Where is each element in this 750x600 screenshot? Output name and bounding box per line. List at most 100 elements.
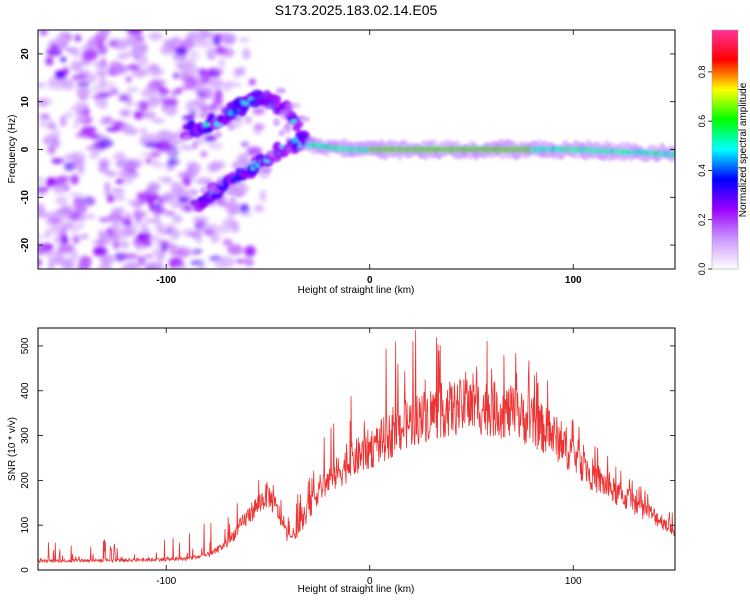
spectrogram-cell: [185, 161, 199, 169]
spectrogram-cell: [56, 257, 68, 264]
x-tick-label: -100: [156, 576, 176, 587]
spectrogram-cell: [240, 142, 249, 147]
spectrogram-cell: [171, 214, 183, 224]
y-tick-label: 20: [20, 48, 31, 60]
spectrogram-cell: [160, 242, 168, 253]
spectrogram-cell: [112, 153, 127, 161]
spectrogram-cell: [47, 123, 57, 130]
spectrogram-cell: [190, 260, 205, 266]
colorbar-ticks: 0.0 0.2 0.4 0.6 0.8: [697, 66, 712, 275]
spectrogram-cell: [50, 43, 59, 50]
spectrogram-cell: [38, 192, 47, 197]
spectrogram-cell: [101, 116, 113, 122]
spectrogram-cell: [157, 176, 172, 182]
spectrogram-cell: [241, 47, 251, 60]
spectrogram-cell: [203, 31, 215, 39]
spectrogram-cell: [298, 115, 311, 123]
spectrogram-cell: [207, 103, 219, 111]
y-tick-label: 400: [20, 382, 31, 399]
spectrogram-cell: [260, 166, 273, 174]
spectrogram-cell: [209, 160, 226, 170]
y-tick-label: -20: [20, 237, 31, 252]
spectrogram-cell: [38, 175, 45, 186]
spectrogram-cell: [227, 110, 234, 116]
spectrogram-cell: [203, 134, 217, 143]
spectrogram-cell: [113, 193, 126, 202]
spectrogram-cell: [192, 41, 209, 48]
spectrogram-cell: [179, 85, 196, 90]
spectrogram-cell: [193, 86, 209, 93]
spectrogram-cell: [188, 189, 199, 196]
spectrogram-cell: [210, 78, 224, 89]
spectrogram-cell: [239, 36, 250, 43]
spectrogram-cell: [126, 30, 143, 36]
spectrogram-cell: [48, 217, 64, 225]
spectrogram-cell: [198, 30, 207, 34]
spectrogram-cell: [94, 98, 108, 108]
spectrogram-cell: [179, 145, 195, 151]
spectrogram-cell: [72, 120, 79, 129]
spectrogram-cell: [112, 239, 120, 250]
spectrogram-cell: [117, 169, 132, 179]
spectrogram-cell: [147, 79, 162, 92]
spectrogram-cell: [133, 266, 144, 269]
spectrogram-cell: [59, 115, 67, 128]
spectrogram-cell: [78, 166, 85, 175]
spectrogram-cell: [227, 122, 235, 131]
spectrogram-cell: [203, 126, 214, 133]
spectrogram-cell: [80, 196, 96, 207]
spectrogram-cell: [69, 210, 81, 222]
spectrogram-cell: [259, 190, 267, 202]
spectrogram-cell: [121, 123, 135, 134]
spectrogram-cell: [155, 133, 172, 140]
spectrogram-cell: [125, 76, 133, 83]
spectrogram-cell: [70, 174, 79, 185]
spectrogram-cell: [275, 87, 287, 94]
spectrogram-cell: [151, 68, 165, 75]
spectrogram-cell: [96, 61, 103, 74]
spectrogram-cell: [98, 216, 112, 223]
spectrogram-x-label: Height of straight line (km): [298, 285, 415, 296]
spectrogram-cell: [53, 83, 66, 91]
spectrogram-cell: [135, 67, 149, 77]
spectrogram-cell: [82, 48, 98, 61]
spectrogram-cell: [236, 66, 246, 77]
spectrogram-cell: [48, 254, 55, 267]
spectrogram-cell: [71, 52, 84, 57]
spectrogram-cell: [253, 123, 263, 135]
spectrogram-cell: [144, 254, 155, 259]
x-tick-label: 0: [367, 576, 373, 587]
spectrogram-cell: [164, 211, 176, 216]
spectrogram-cell: [146, 199, 154, 205]
spectrogram-cell: [56, 214, 67, 219]
x-tick-label: 100: [565, 275, 582, 286]
x-tick-label: 0: [367, 275, 373, 286]
spectrogram-cell: [126, 64, 139, 71]
spectrogram-cell: [111, 207, 126, 213]
spectrogram-cell: [98, 30, 111, 37]
spectrogram-cell: [97, 138, 114, 148]
spectrogram-cell: [106, 194, 115, 203]
spectrogram-cell: [155, 140, 172, 153]
spectrogram-cell: [63, 153, 79, 160]
spectrogram-cell: [58, 243, 75, 254]
spectrogram-cell: [227, 208, 234, 220]
snr-series-line: [38, 330, 675, 564]
spectrogram-y-ticks: -20 -10 0 10 20: [20, 48, 675, 252]
spectrogram-cell: [104, 189, 111, 197]
spectrogram-cell: [70, 234, 84, 241]
spectrogram-cell: [173, 71, 180, 80]
spectrogram-cell: [118, 240, 130, 249]
spectrogram-cell: [139, 100, 149, 112]
spectrogram-cell: [285, 136, 292, 142]
spectrogram-cell: [133, 110, 145, 120]
spectrogram-cell: [54, 70, 66, 80]
snr-y-ticks: 0 100 200 300 400 500: [20, 337, 675, 573]
spectrogram-cell: [246, 146, 263, 157]
spectrogram-cell: [64, 111, 73, 119]
spectrogram-cell: [103, 254, 114, 265]
spectrogram-cell: [243, 115, 253, 125]
spectrogram-cell: [70, 60, 83, 72]
spectrogram-cell: [77, 80, 85, 88]
